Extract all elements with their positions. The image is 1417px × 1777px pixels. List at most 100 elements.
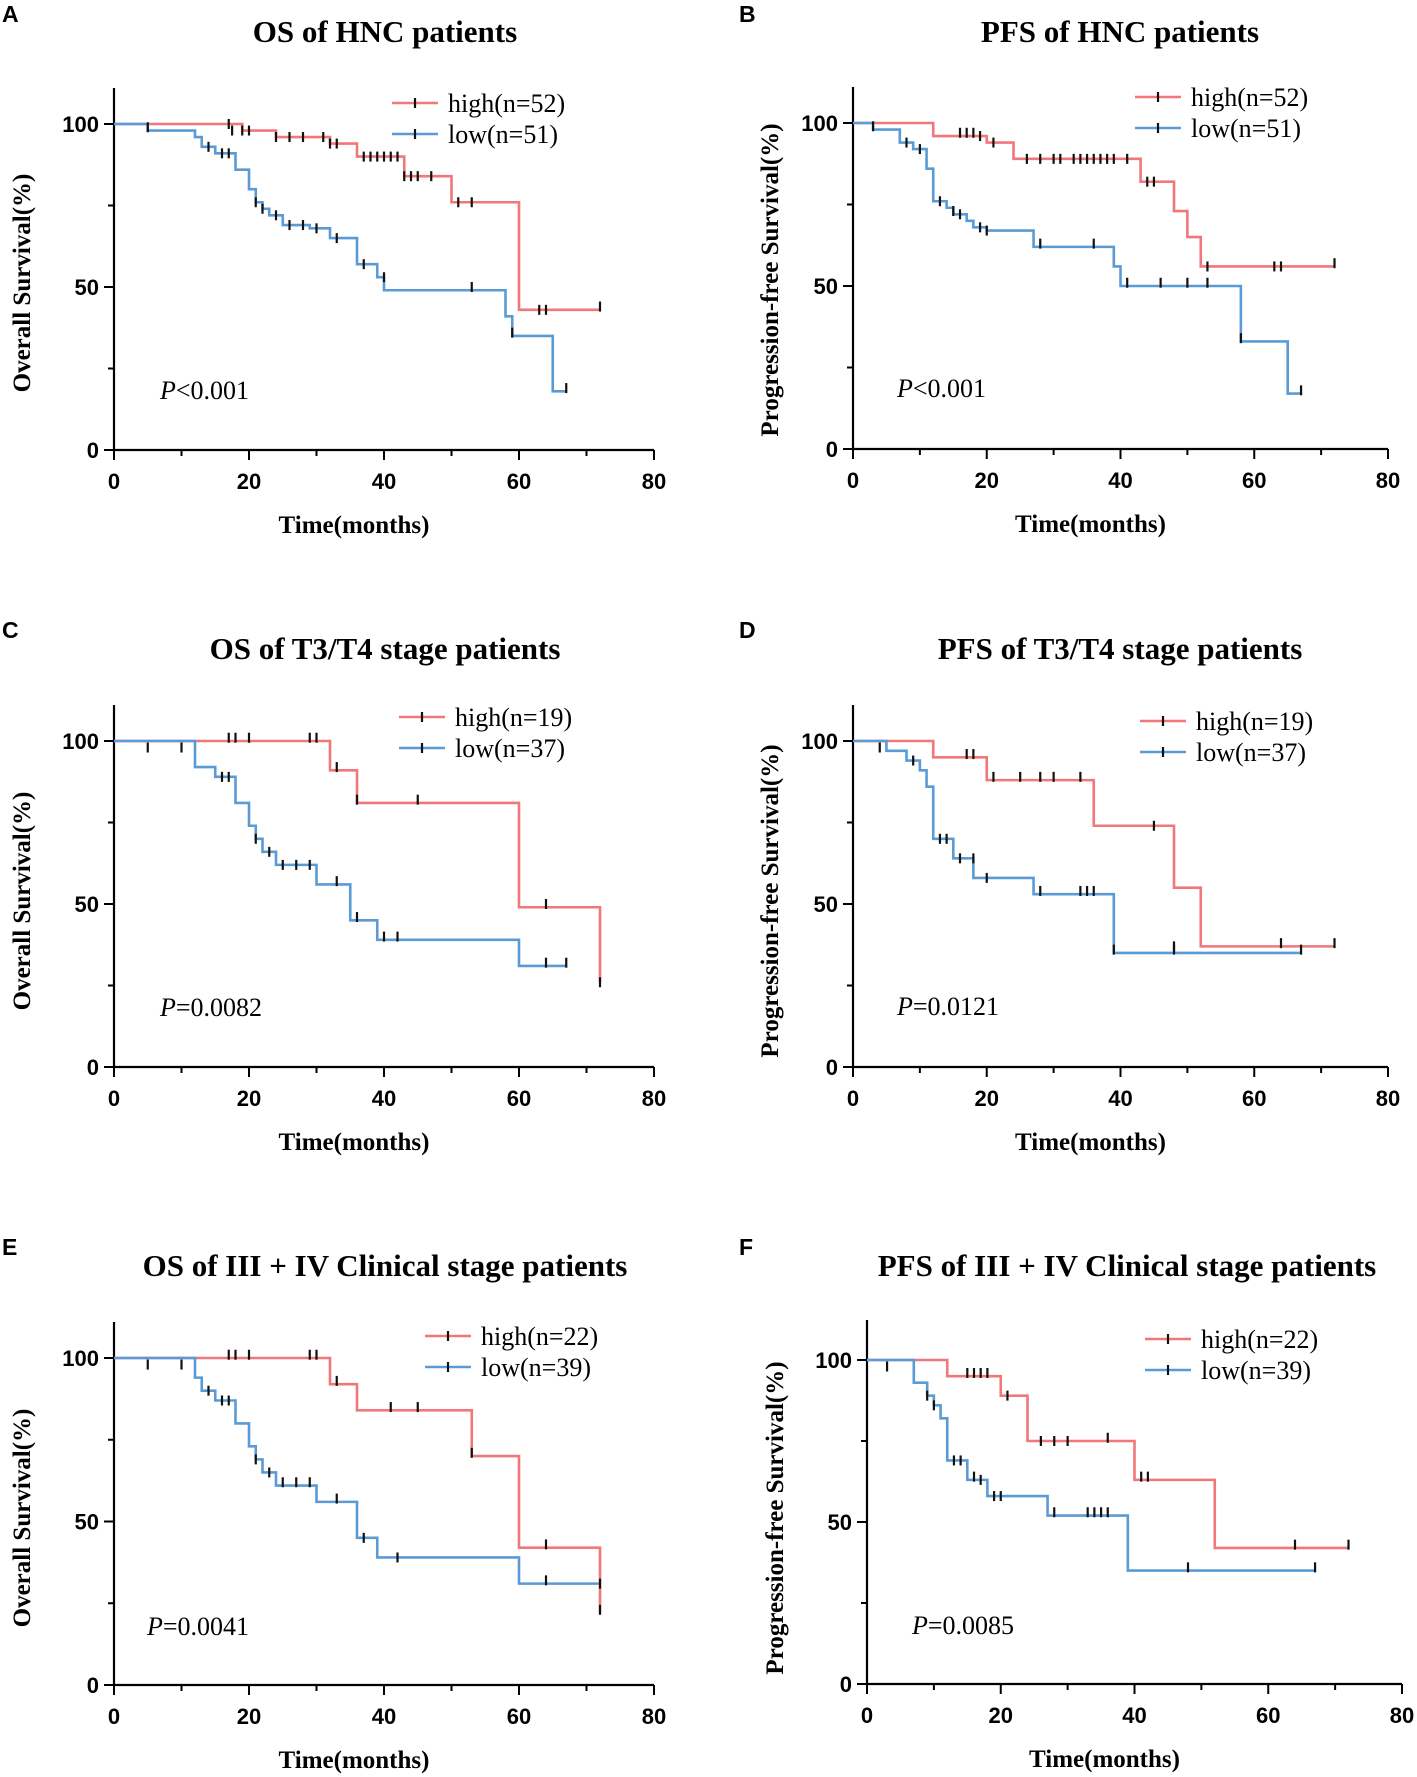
- x-tick-label: 20: [989, 1703, 1013, 1728]
- y-tick-label: 50: [828, 1510, 852, 1535]
- x-tick-label: 20: [237, 469, 261, 494]
- survival-curve-low: [114, 122, 567, 393]
- chart-title: OS of III + IV Clinical stage patients: [143, 1248, 628, 1283]
- survival-curve-low: [867, 1358, 1316, 1572]
- x-tick-label: 0: [847, 1086, 859, 1111]
- legend-label-high: high(n=52): [1191, 83, 1308, 112]
- x-tick-label: 60: [507, 469, 531, 494]
- p-value-prefix: P: [146, 1612, 163, 1641]
- x-tick-label: 60: [1242, 468, 1266, 493]
- chart-title: PFS of III + IV Clinical stage patients: [878, 1248, 1376, 1283]
- y-axis-label: Overall Survival(%): [9, 792, 36, 1011]
- x-tick-label: 20: [975, 468, 999, 493]
- survival-curve-low: [114, 1356, 600, 1585]
- legend-label-high: high(n=19): [1196, 707, 1313, 736]
- panel-f: F PFS of III + IV Clinical stage patients…: [739, 1234, 1414, 1773]
- legend-label-low: low(n=37): [455, 734, 565, 763]
- p-value-annotation: P<0.001: [159, 376, 249, 405]
- x-tick-label: 0: [847, 468, 859, 493]
- x-tick-label: 80: [642, 1086, 666, 1111]
- survival-curve-low: [853, 121, 1302, 395]
- p-value-annotation: P=0.0041: [146, 1612, 249, 1641]
- panel-letter: C: [2, 617, 19, 643]
- panel-letter: F: [739, 1234, 753, 1260]
- y-tick-label: 100: [62, 112, 99, 137]
- chart-title: PFS of T3/T4 stage patients: [938, 631, 1303, 666]
- x-tick-label: 0: [861, 1703, 873, 1728]
- survival-curve-high: [853, 739, 1335, 948]
- y-tick-label: 0: [826, 437, 838, 462]
- survival-curve-high: [114, 1356, 602, 1614]
- p-value-text: =0.0121: [913, 992, 999, 1021]
- legend-label-high: high(n=22): [1201, 1325, 1318, 1354]
- x-tick-label: 40: [372, 469, 396, 494]
- p-value-text: <0.001: [176, 376, 249, 405]
- x-axis-label: Time(months): [279, 1747, 430, 1774]
- y-tick-label: 100: [801, 111, 838, 136]
- p-value-prefix: P: [159, 376, 176, 405]
- x-tick-label: 80: [1390, 1703, 1414, 1728]
- survival-curve-high: [114, 739, 602, 983]
- legend-label-low: low(n=37): [1196, 738, 1306, 767]
- y-tick-label: 50: [814, 892, 838, 917]
- p-value-prefix: P: [896, 374, 913, 403]
- x-tick-label: 40: [372, 1704, 396, 1729]
- y-tick-label: 50: [75, 892, 99, 917]
- y-axis-label: Overall Survival(%): [9, 1409, 36, 1628]
- legend-label-low: low(n=39): [481, 1353, 591, 1382]
- p-value-prefix: P: [896, 992, 913, 1021]
- panel-b: B PFS of HNC patients 0 20 40 60 80 0 50 100 Time(…: [739, 1, 1400, 538]
- y-tick-label: 50: [814, 274, 838, 299]
- x-tick-label: 20: [975, 1086, 999, 1111]
- panel-e: E OS of III + IV Clinical stage patients 0…: [2, 1234, 666, 1774]
- panel-d: D PFS of T3/T4 stage patients 0 20 40 60 80 0 50…: [739, 617, 1400, 1156]
- y-tick-label: 0: [87, 438, 99, 463]
- x-tick-label: 40: [372, 1086, 396, 1111]
- y-tick-label: 0: [87, 1055, 99, 1080]
- y-tick-label: 0: [840, 1672, 852, 1697]
- x-tick-label: 0: [108, 1704, 120, 1729]
- y-tick-label: 100: [62, 729, 99, 754]
- p-value-text: =0.0041: [163, 1612, 249, 1641]
- x-tick-label: 0: [108, 469, 120, 494]
- y-axis-label: Progression-free Survival(%): [757, 744, 784, 1057]
- legend-label-low: low(n=51): [1191, 114, 1301, 143]
- p-value-prefix: P: [159, 993, 176, 1022]
- p-value-text: =0.0082: [176, 993, 262, 1022]
- x-tick-label: 40: [1122, 1703, 1146, 1728]
- survival-curve-low: [114, 739, 567, 968]
- survival-curve-high: [867, 1358, 1349, 1550]
- survival-curve-high: [114, 122, 600, 312]
- x-tick-label: 40: [1108, 1086, 1132, 1111]
- p-value-text: <0.001: [913, 374, 986, 403]
- y-tick-label: 0: [87, 1673, 99, 1698]
- panel-letter: B: [739, 1, 756, 27]
- y-axis-label: Progression-free Survival(%): [757, 123, 784, 436]
- chart-title: OS of T3/T4 stage patients: [210, 631, 561, 666]
- x-axis-label: Time(months): [1015, 511, 1166, 538]
- x-axis-label: Time(months): [279, 512, 430, 539]
- y-axis-label: Overall Survival(%): [9, 174, 36, 393]
- y-tick-label: 50: [75, 275, 99, 300]
- x-axis-label: Time(months): [279, 1129, 430, 1156]
- y-axis-label: Progression-free Survival(%): [762, 1361, 789, 1674]
- legend-label-high: high(n=52): [448, 89, 565, 118]
- y-tick-label: 100: [801, 729, 838, 754]
- x-tick-label: 80: [1376, 468, 1400, 493]
- p-value-annotation: P=0.0085: [911, 1611, 1014, 1640]
- y-tick-label: 0: [826, 1055, 838, 1080]
- y-tick-label: 100: [62, 1346, 99, 1371]
- legend-label-high: high(n=22): [481, 1322, 598, 1351]
- x-tick-label: 60: [507, 1704, 531, 1729]
- chart-title: PFS of HNC patients: [981, 14, 1259, 49]
- panel-letter: A: [2, 1, 19, 27]
- panel-letter: D: [739, 617, 756, 643]
- panel-a: A OS of HNC patients 0 20 40 60 80 0 50 100 Time(m…: [2, 1, 666, 539]
- x-tick-label: 60: [1256, 1703, 1280, 1728]
- panel-letter: E: [2, 1234, 17, 1260]
- legend-label-low: low(n=51): [448, 120, 558, 149]
- legend-label-high: high(n=19): [455, 703, 572, 732]
- x-tick-label: 80: [1376, 1086, 1400, 1111]
